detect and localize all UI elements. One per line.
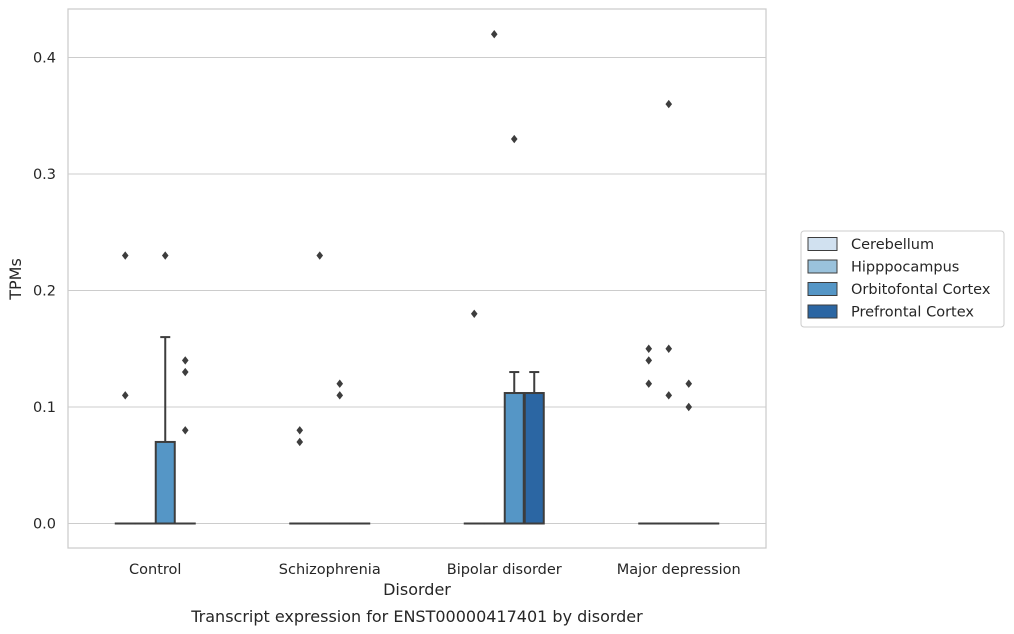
y-tick-labels: 0.0 0.1 0.2 0.3 0.4 bbox=[33, 51, 56, 533]
boxes bbox=[114, 336, 720, 525]
outlier-point bbox=[336, 379, 344, 388]
x-tick-label: Control bbox=[129, 562, 181, 578]
outlier-point bbox=[161, 251, 169, 260]
legend-label: Prefrontal Cortex bbox=[851, 305, 974, 321]
plot-frame bbox=[67, 8, 767, 549]
outlier-point bbox=[336, 391, 344, 400]
outlier-point bbox=[296, 426, 304, 435]
x-tick-label: Schizophrenia bbox=[279, 562, 381, 578]
box-body bbox=[523, 392, 545, 525]
y-tick-label: 0.3 bbox=[33, 167, 56, 183]
box-body bbox=[503, 392, 525, 525]
outlier-point bbox=[470, 309, 478, 318]
outlier-point bbox=[510, 134, 518, 144]
x-tick-labels: Control Schizophrenia Bipolar disorder Majo… bbox=[129, 562, 741, 578]
outlier-point bbox=[181, 356, 189, 365]
box bbox=[154, 336, 176, 525]
outlier-point bbox=[121, 391, 129, 400]
outlier-point bbox=[665, 344, 673, 353]
y-tick-label: 0.4 bbox=[33, 51, 56, 67]
outlier-point bbox=[645, 344, 653, 353]
y-tick-label: 0.0 bbox=[33, 517, 56, 533]
outlier-point bbox=[645, 379, 653, 388]
outlier-point bbox=[316, 251, 324, 260]
legend-swatch bbox=[807, 304, 838, 319]
outlier-point bbox=[296, 437, 304, 447]
y-axis-title: TPMs bbox=[6, 258, 25, 301]
outlier-point bbox=[685, 402, 693, 412]
x-tick-label: Major depression bbox=[617, 562, 741, 578]
x-axis-title: Disorder bbox=[383, 580, 451, 599]
legend: Cerebellum Hipppocampus Orbitofontal Corte… bbox=[800, 230, 1005, 328]
outlier-point bbox=[665, 99, 673, 109]
outlier-point bbox=[490, 30, 498, 39]
outlier-point bbox=[645, 356, 653, 365]
outlier-point bbox=[685, 379, 693, 388]
y-tick-label: 0.2 bbox=[33, 284, 56, 300]
legend-frame bbox=[800, 230, 1005, 328]
box bbox=[523, 371, 545, 525]
chart-caption: Transcript expression for ENST0000041740… bbox=[190, 607, 643, 626]
legend-label: Orbitofontal Cortex bbox=[851, 282, 991, 298]
box-body bbox=[154, 440, 176, 525]
legend-label: Cerebellum bbox=[851, 237, 934, 253]
outlier-point bbox=[665, 391, 673, 400]
box bbox=[503, 371, 525, 525]
outlier-point bbox=[181, 426, 189, 435]
x-tick-label: Bipolar disorder bbox=[447, 562, 562, 578]
outlier-point bbox=[121, 251, 129, 260]
legend-label: Hipppocampus bbox=[851, 260, 959, 276]
legend-swatch bbox=[807, 237, 838, 251]
outliers bbox=[121, 30, 693, 447]
y-tick-label: 0.1 bbox=[33, 400, 56, 416]
outlier-point bbox=[181, 367, 189, 377]
legend-swatch bbox=[807, 282, 838, 296]
legend-swatch bbox=[807, 259, 838, 274]
